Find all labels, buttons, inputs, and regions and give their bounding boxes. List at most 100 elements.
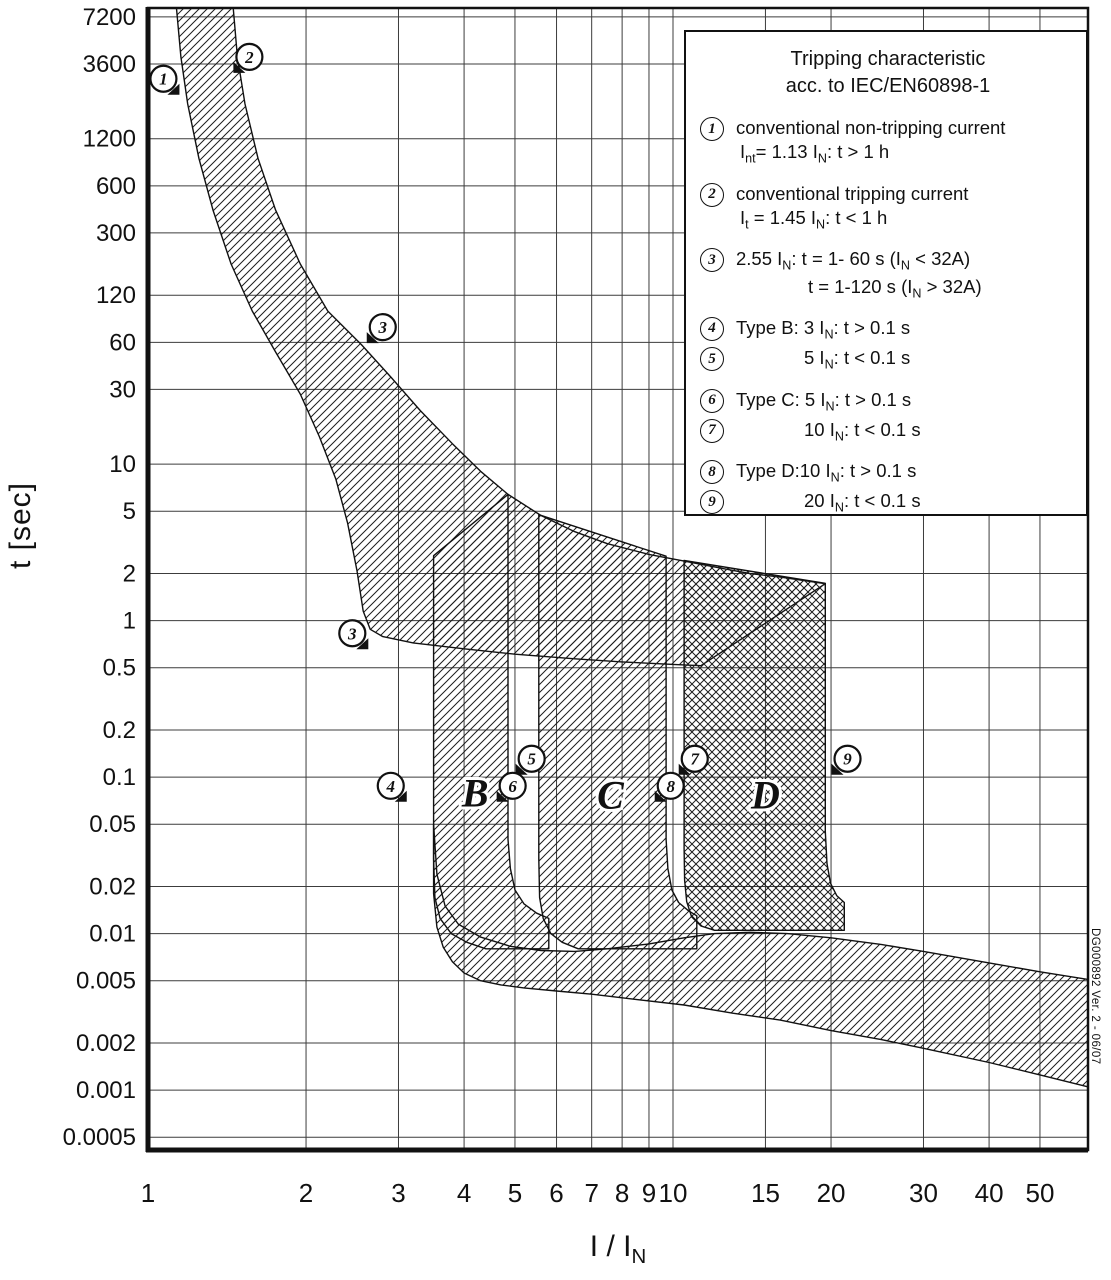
region-label-D: D	[750, 772, 780, 817]
marker-number: 1	[159, 70, 168, 89]
legend-title-line2: acc. to IEC/EN60898-1	[785, 75, 991, 97]
legend-title-line1: Tripping characteristic	[790, 48, 986, 70]
marker-flag	[678, 763, 691, 775]
marker-flag	[356, 638, 369, 650]
marker-circle	[368, 313, 397, 342]
legend-item: 3 2.55 IN: t = 1- 60 s (IN < 32A) t = 1-12…	[700, 247, 1076, 302]
y-tick-label: 0.1	[103, 764, 136, 791]
marker-flag	[167, 83, 180, 95]
legend-title: Tripping characteristic acc. to IEC/EN60…	[700, 46, 1076, 100]
y-tick-label: 0.02	[89, 873, 136, 900]
legend-item: 5 5 IN: t < 0.1 s	[700, 346, 1076, 373]
legend-item-number: 4	[700, 316, 724, 341]
y-tick-label: 300	[96, 220, 136, 247]
marker-circle	[149, 64, 178, 93]
legend-item-text: 10 IN: t < 0.1 s	[804, 418, 921, 444]
legend-item-number: 6	[700, 388, 724, 413]
type-c-magnetic-band	[538, 514, 698, 950]
marker-circle	[833, 744, 862, 773]
legend-item: 6 Type C: 5 IN: t > 0.1 s	[700, 388, 1076, 415]
y-tick-label: 0.01	[89, 921, 136, 948]
legend-item-number: 7	[700, 418, 724, 443]
y-tick-label: 1200	[83, 126, 136, 153]
type-d-magnetic-band	[683, 559, 845, 931]
x-tick-label: 6	[549, 1178, 563, 1208]
marker-number: 6	[508, 777, 517, 796]
marker-6: 6	[496, 771, 527, 802]
marker-number: 5	[527, 750, 536, 769]
x-axis-title: I / IN	[589, 1230, 647, 1268]
marker-9: 9	[831, 744, 862, 775]
marker-number: 9	[843, 750, 852, 769]
legend-item-number: 3	[700, 248, 724, 273]
y-tick-label: 0.001	[76, 1077, 136, 1104]
x-tick-label: 10	[659, 1178, 688, 1208]
legend-item: 4 Type B: 3 IN: t > 0.1 s	[700, 316, 1076, 343]
marker-number: 3	[347, 624, 357, 643]
marker-circle	[680, 744, 709, 773]
legend-item-text: Type B: 3 IN: t > 0.1 s	[736, 316, 911, 342]
marker-4: 4	[376, 771, 407, 802]
document-reference: DG000892 Ver. 2 - 06/07	[1089, 928, 1101, 1065]
legend-item-text: 20 IN: t < 0.1 s	[804, 490, 921, 516]
x-tick-label: 8	[615, 1178, 629, 1208]
legend-item: 2 conventional tripping current It = 1.45 …	[700, 182, 1076, 234]
marker-circle	[517, 744, 546, 773]
y-axis-title: t [sec]	[4, 482, 37, 570]
y-tick-label: 120	[96, 282, 136, 309]
marker-8: 8	[654, 771, 685, 802]
x-tick-label: 20	[817, 1178, 846, 1208]
y-tick-label: 0.5	[103, 655, 136, 682]
y-tick-label: 0.05	[89, 811, 136, 838]
legend-items: 1 conventional non-tripping current Int= 1…	[700, 116, 1076, 517]
marker-circle	[376, 771, 405, 800]
x-tick-label: 4	[457, 1178, 471, 1208]
marker-number: 3	[378, 318, 388, 337]
y-tick-label: 0.0005	[63, 1124, 136, 1151]
legend-item-text: 5 IN: t < 0.1 s	[804, 347, 911, 372]
marker-flag	[233, 61, 246, 73]
y-tick-label: 0.002	[76, 1030, 136, 1057]
x-tick-label: 7	[584, 1178, 598, 1208]
marker-number: 4	[386, 777, 396, 796]
y-tick-label: 5	[123, 498, 136, 525]
marker-flag	[654, 790, 667, 802]
y-tick-label: 60	[109, 329, 136, 356]
marker-circle	[338, 619, 367, 648]
legend-item: 1 conventional non-tripping current Int= 1…	[700, 116, 1076, 168]
marker-5: 5	[515, 744, 546, 775]
marker-1: 1	[149, 64, 180, 95]
y-tick-label: 0.005	[76, 968, 136, 995]
marker-flag	[831, 763, 844, 775]
marker-flag	[515, 763, 528, 775]
legend-item-number: 8	[700, 460, 724, 485]
legend-item: 8 Type D:10 IN: t > 0.1 s	[700, 459, 1076, 486]
marker-number: 2	[244, 48, 254, 67]
marker-2: 2	[233, 42, 264, 73]
region-label-C: C	[597, 772, 625, 817]
x-tick-label: 3	[391, 1178, 405, 1208]
legend-item-text: Type D:10 IN: t > 0.1 s	[736, 460, 917, 485]
marker-circle	[498, 771, 527, 800]
legend-item-text: 2.55 IN: t = 1- 60 s (IN < 32A) t = 1-120…	[736, 248, 982, 301]
legend-item: 7 10 IN: t < 0.1 s	[700, 418, 1076, 445]
y-tick-label: 600	[96, 173, 136, 200]
legend-item-text: conventional non-tripping current Int= 1.…	[736, 117, 1006, 167]
x-tick-label: 15	[751, 1178, 780, 1208]
region-letters: B C D	[458, 768, 783, 821]
region-label-B: B	[461, 771, 489, 816]
marker-3: 3	[338, 619, 369, 650]
marker-number: 8	[666, 777, 675, 796]
y-tick-label: 2	[123, 560, 136, 587]
y-tick-label: 1	[123, 608, 136, 635]
marker-circle	[235, 42, 264, 71]
y-tick-label: 0.2	[103, 717, 136, 744]
x-tick-label: 5	[508, 1178, 522, 1208]
marker-number: 7	[690, 750, 700, 769]
y-tick-label: 30	[109, 376, 136, 403]
x-tick-label: 30	[909, 1178, 938, 1208]
y-tick-label: 10	[109, 451, 136, 478]
legend-item-number: 9	[700, 490, 724, 515]
legend-item: 9 20 IN: t < 0.1 s	[700, 489, 1076, 516]
